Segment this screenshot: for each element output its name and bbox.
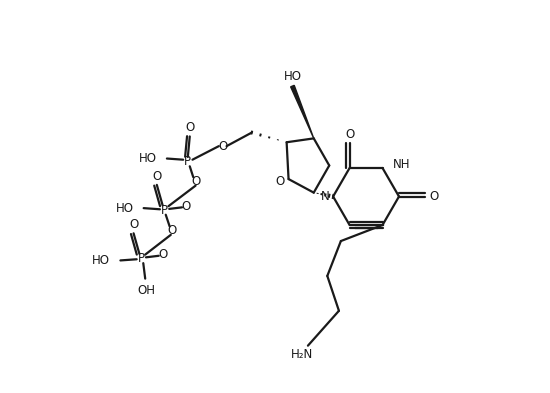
Text: O: O [152,170,162,183]
Text: H₂N: H₂N [291,348,313,361]
Text: O: O [129,218,138,231]
Text: HO: HO [92,254,111,267]
Text: P: P [184,155,191,168]
Text: O: O [182,200,190,213]
Text: O: O [158,248,167,261]
Text: N: N [321,190,330,203]
Text: O: O [429,190,438,203]
Text: HO: HO [116,202,134,215]
Text: O: O [185,121,194,134]
Text: O: O [276,174,285,187]
Text: OH: OH [137,284,155,297]
Text: O: O [218,140,227,152]
Polygon shape [290,85,314,138]
Text: O: O [167,224,176,237]
Text: HO: HO [283,70,301,83]
Text: NH: NH [393,158,411,171]
Text: P: P [138,252,145,265]
Text: HO: HO [139,152,157,165]
Text: O: O [345,128,354,141]
Text: P: P [161,204,168,217]
Text: O: O [192,174,201,187]
